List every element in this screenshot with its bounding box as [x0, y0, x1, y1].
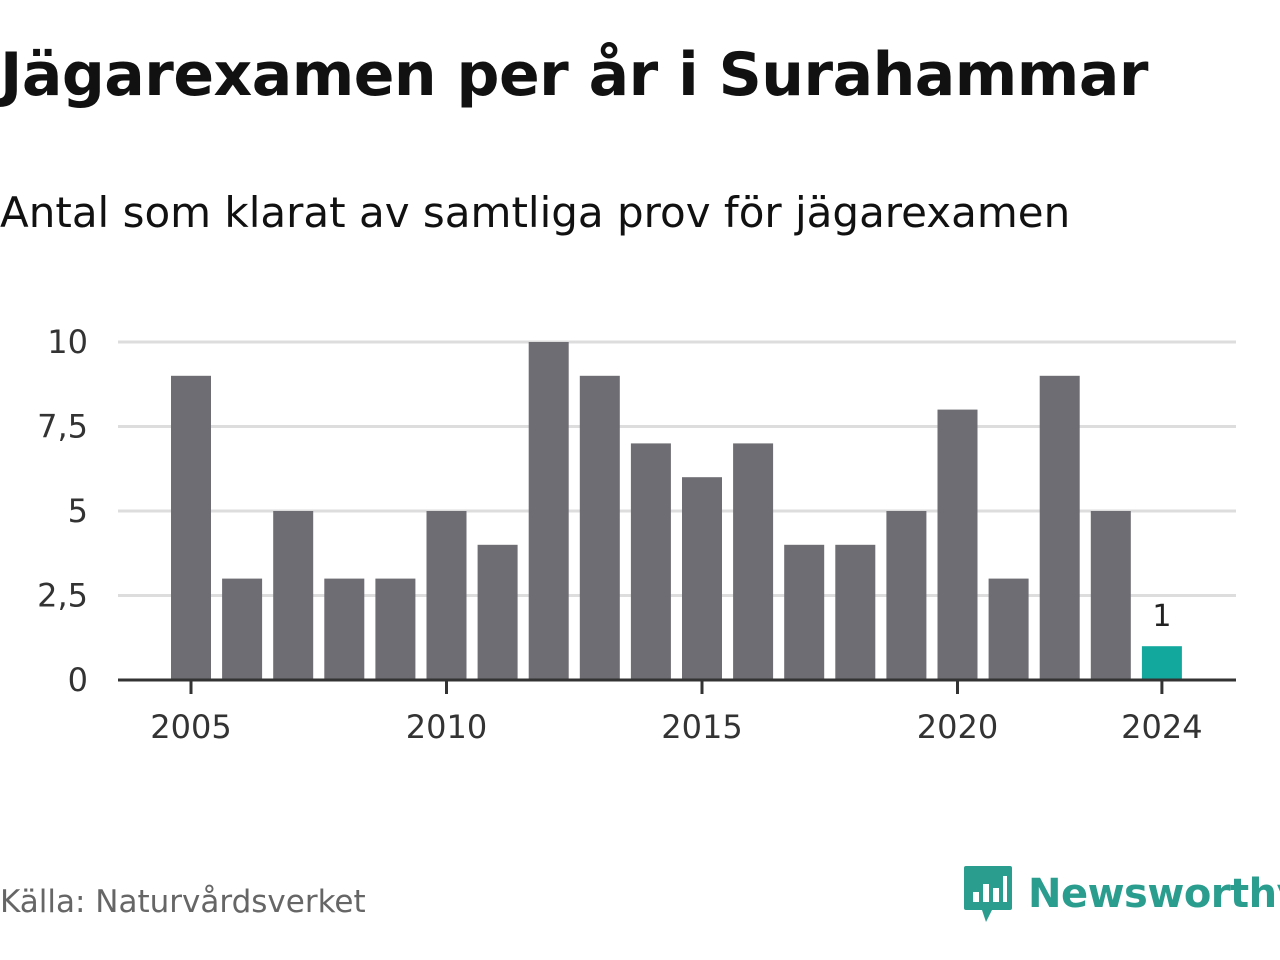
source-note: Källa: Naturvårdsverket: [0, 884, 366, 920]
bar: [1141, 646, 1182, 680]
x-tick-label: 2005: [150, 708, 231, 746]
y-tick-label: 10: [47, 323, 88, 361]
bar: [222, 578, 263, 680]
x-axis: 2005 2010 2015 2020 2024: [118, 678, 1236, 746]
x-tick-label: 2015: [661, 708, 742, 746]
bar: [937, 409, 978, 680]
y-tick-label: 0: [68, 661, 88, 699]
bar: [426, 511, 467, 680]
bar: [682, 477, 722, 680]
x-tick-label: 2020: [917, 708, 998, 746]
data-labels: 1: [1152, 599, 1171, 634]
bar: [1039, 375, 1080, 680]
bar: [375, 578, 416, 680]
y-tick-label: 5: [68, 492, 88, 530]
bar: [784, 544, 825, 680]
bar: [1090, 511, 1131, 680]
x-tick-label: 2024: [1121, 708, 1202, 746]
bar: [630, 443, 671, 680]
bar: [733, 443, 774, 680]
y-tick-label: 7,5: [37, 408, 88, 446]
bar: [579, 375, 620, 680]
bar: [273, 511, 314, 680]
bars: [171, 342, 1182, 680]
bar: [886, 511, 927, 680]
bar: [171, 375, 211, 680]
bar: [835, 544, 876, 680]
chart-subtitle: Antal som klarat av samtliga prov för jä…: [0, 188, 1071, 237]
y-tick-label: 2,5: [37, 577, 88, 615]
x-tick-label: 2010: [406, 708, 487, 746]
bar-chart-speech-bubble-icon: [964, 866, 1012, 922]
bar: [988, 578, 1029, 680]
bar-chart: 0 2,5 5 7,5 10 2005 2010 2015 2020 2024 1: [37, 323, 1236, 746]
chart-title: Jägarexamen per år i Surahammar: [0, 40, 1148, 110]
bar: [324, 578, 365, 680]
bar: [477, 544, 518, 680]
y-axis-ticks: 0 2,5 5 7,5 10: [37, 323, 88, 699]
brand-logo: Newsworthy: [962, 864, 1280, 924]
data-label: 1: [1152, 599, 1171, 634]
brand-name: Newsworthy: [1028, 871, 1280, 917]
bar: [528, 342, 569, 680]
